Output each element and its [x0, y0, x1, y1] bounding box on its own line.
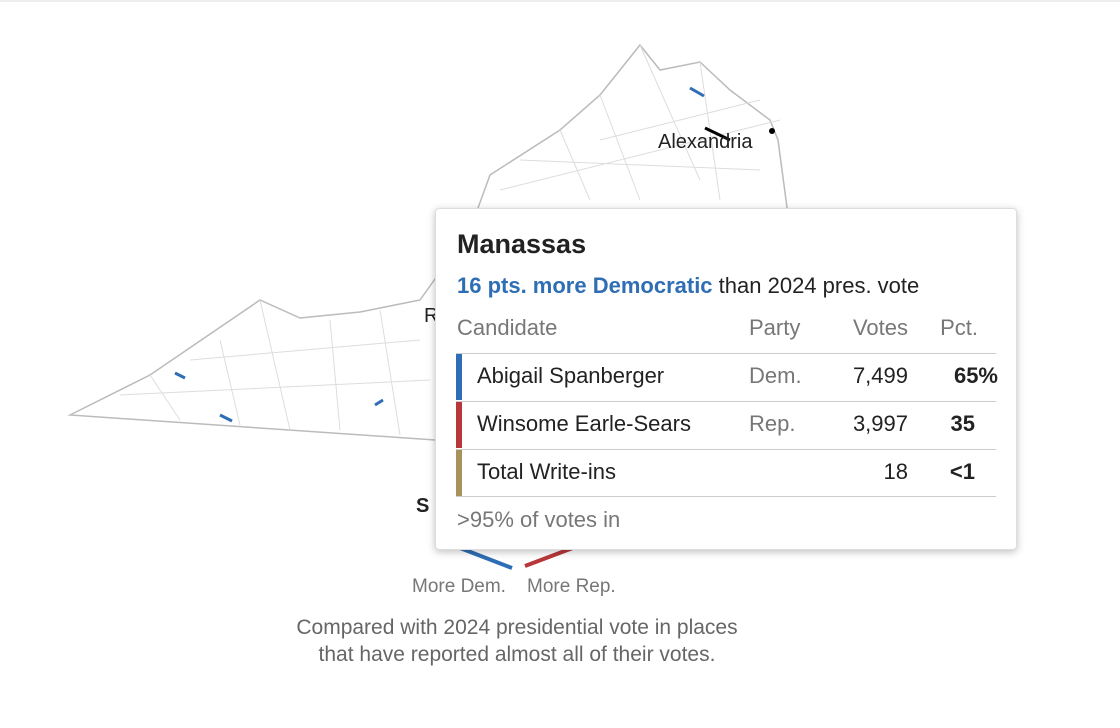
- county-lines: [119, 44, 781, 436]
- tooltip-footer: >95% of votes in: [457, 507, 621, 532]
- shift-arrow: [174, 371, 186, 380]
- pct: <1: [949, 459, 975, 484]
- caption-line: that have reported almost all of their v…: [318, 643, 716, 666]
- city-label: Alexandria: [658, 131, 753, 153]
- candidate-name: Abigail Spanberger: [477, 363, 665, 388]
- party: Dem.: [749, 363, 802, 388]
- shift-rest: than 2024 pres. vote: [718, 273, 920, 298]
- pct: 35: [950, 411, 975, 436]
- party-bar: [456, 402, 462, 448]
- shift-highlight: 16 pts. more Democratic: [457, 273, 713, 298]
- party-bar: [456, 450, 462, 496]
- city-dot: [769, 128, 775, 134]
- column-header: Votes: [852, 315, 908, 340]
- votes: 18: [883, 459, 908, 484]
- tooltip-title: Manassas: [457, 229, 587, 259]
- legend-dem: More Dem.: [412, 576, 506, 597]
- row-divider: [456, 449, 996, 450]
- shift-arrow: [689, 86, 705, 98]
- row-divider: [456, 496, 996, 497]
- row-divider: [456, 401, 996, 402]
- candidate-name: Winsome Earle-Sears: [477, 411, 691, 436]
- party: Rep.: [749, 411, 796, 436]
- shift-arrow: [704, 126, 731, 142]
- shift-arrow: [219, 413, 233, 423]
- hidden-label: S: [416, 495, 429, 517]
- votes: 7,499: [852, 363, 908, 388]
- tooltip: Manassas 16 pts. more Democratic than 20…: [435, 208, 1017, 550]
- caption-line: Compared with 2024 presidential vote in …: [296, 616, 738, 639]
- row-divider: [456, 353, 996, 354]
- candidate-name: Total Write-ins: [477, 459, 616, 484]
- party-bar: [456, 354, 462, 400]
- legend-rep: More Rep.: [527, 576, 616, 597]
- hidden-label: R: [424, 305, 438, 327]
- votes: 3,997: [852, 411, 908, 436]
- column-header: Party: [749, 315, 801, 340]
- pct: 65%: [953, 363, 998, 388]
- column-header: Candidate: [457, 315, 558, 340]
- column-header: Pct.: [940, 315, 978, 340]
- legend-arrow-dem: [459, 546, 513, 570]
- shift-arrow: [374, 398, 384, 407]
